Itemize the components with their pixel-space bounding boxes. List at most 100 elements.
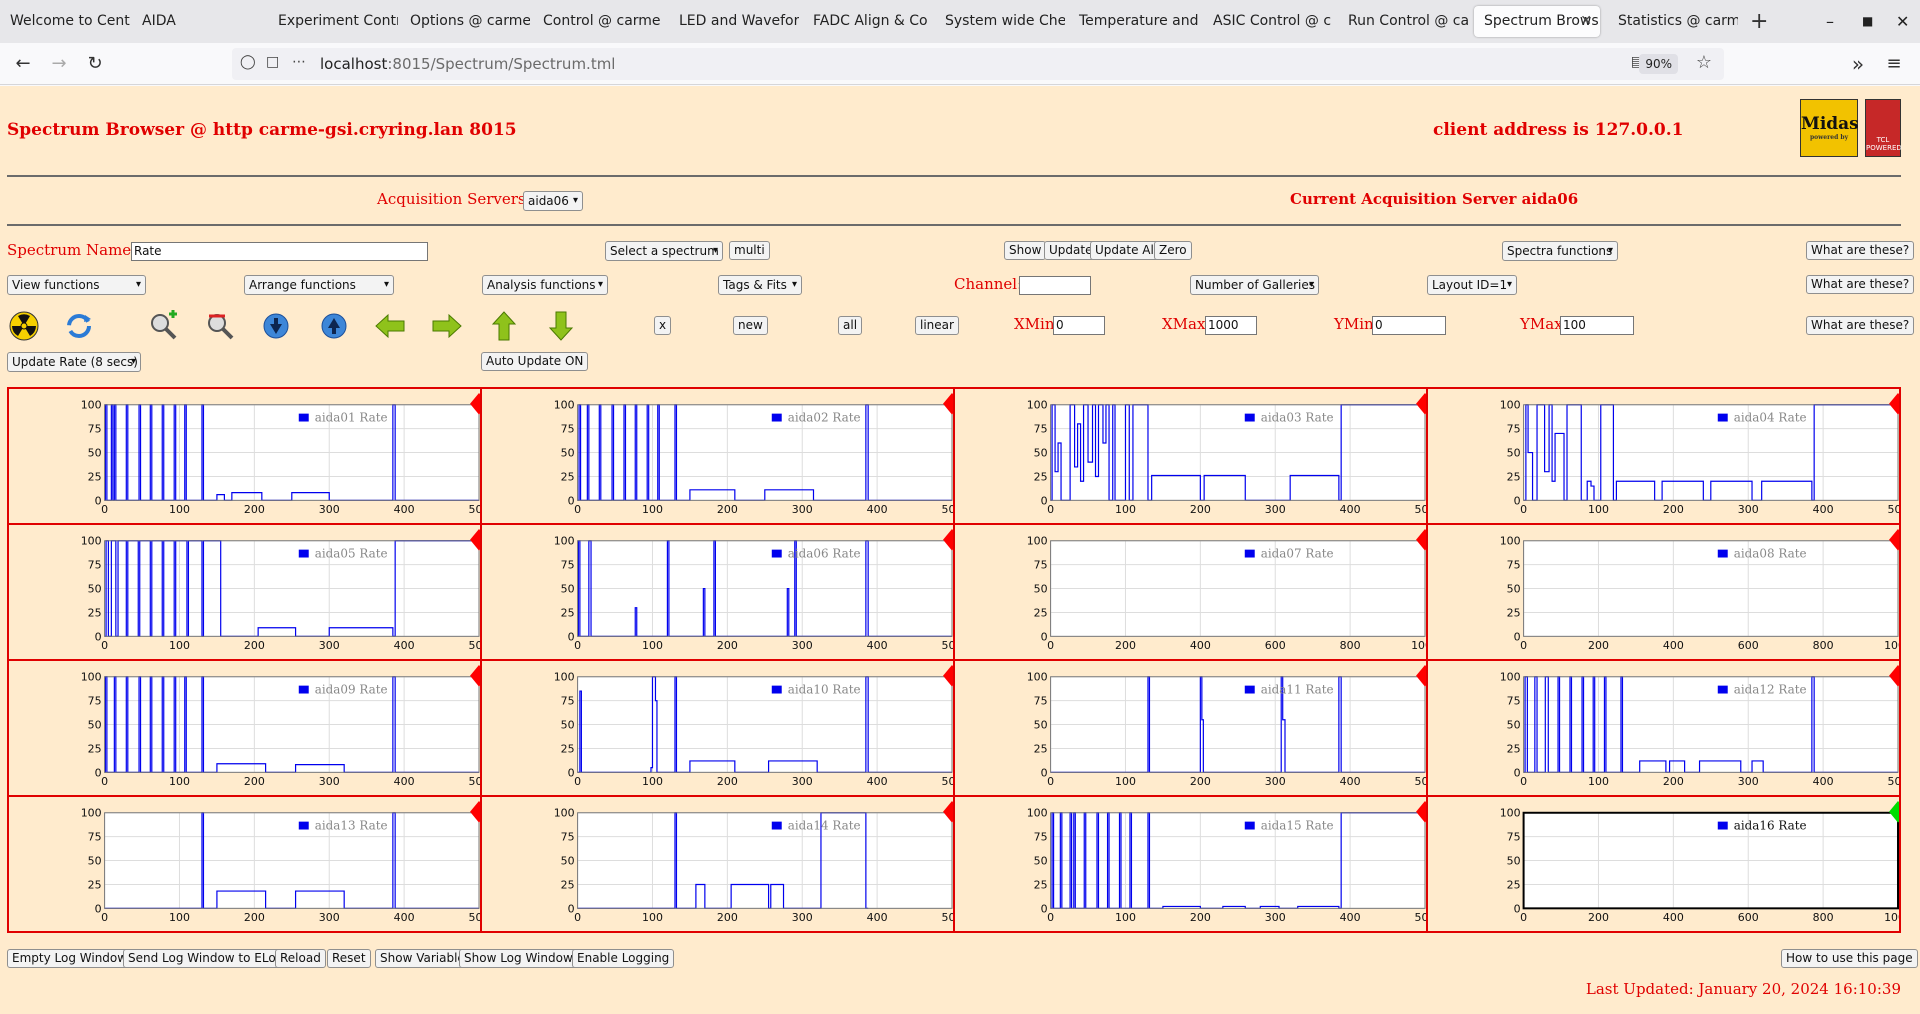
new-button[interactable]: new <box>733 316 768 335</box>
footer-button[interactable]: Reload <box>275 949 326 968</box>
layout-id-dropdown[interactable]: Layout ID=1 ▾ <box>1427 275 1517 295</box>
page-icon[interactable]: □ <box>266 54 280 70</box>
status-diamond-icon[interactable] <box>1889 664 1899 687</box>
all-button[interactable]: all <box>838 316 863 335</box>
footer-button[interactable]: Send Log Window to ELog <box>123 949 289 968</box>
new-tab-button[interactable]: + <box>1750 9 1769 34</box>
status-diamond-icon[interactable] <box>1889 392 1899 415</box>
footer-button[interactable]: Reset <box>327 949 371 968</box>
status-diamond-icon[interactable] <box>1416 664 1426 687</box>
shield-icon[interactable]: ◯ <box>240 54 256 70</box>
back-icon[interactable]: ← <box>15 53 31 74</box>
spectrum-cell[interactable]: 025507510002004006008001000aida08 Rate <box>1427 524 1900 660</box>
zero-button[interactable]: Zero <box>1154 241 1192 260</box>
what-are-these-button-2[interactable]: What are these? <box>1806 275 1915 294</box>
arrow-right-icon[interactable] <box>431 310 463 342</box>
zoom-out-icon[interactable] <box>204 310 236 342</box>
footer-button[interactable]: Enable Logging <box>572 949 675 968</box>
browser-tab[interactable]: Spectrum Brows ✕ <box>1474 6 1600 37</box>
xmax-input[interactable]: 1000 <box>1205 316 1257 335</box>
browser-tab[interactable]: FADC Align & Co <box>803 6 933 37</box>
spectrum-name-input[interactable]: Rate <box>131 242 428 261</box>
status-diamond-icon[interactable] <box>470 800 480 823</box>
browser-tab[interactable]: AIDA <box>132 6 262 37</box>
spectrum-cell[interactable]: 0 25 50 75 100 0 100 200 300 400 500 aida01 Rate <box>8 388 481 524</box>
scale-down-icon[interactable] <box>260 310 292 342</box>
app-menu-icon[interactable]: ≡ <box>1886 53 1902 74</box>
overflow-chevron-icon[interactable]: » <box>1851 52 1865 76</box>
acquisition-server-select[interactable]: aida06 ▾ <box>523 191 583 211</box>
x-button[interactable]: x <box>654 316 672 335</box>
zoom-in-icon[interactable] <box>147 310 179 342</box>
browser-tab[interactable]: Temperature and <box>1069 6 1199 37</box>
what-are-these-button-3[interactable]: What are these? <box>1806 316 1915 335</box>
radiation-icon[interactable] <box>8 310 40 342</box>
spectrum-cell[interactable]: 0 25 50 75 100 0 100 200 300 400 500 aida14 Rate <box>481 796 954 932</box>
status-diamond-icon[interactable] <box>943 664 953 687</box>
spectrum-cell[interactable]: 0 25 50 75 100 0 100 200 300 400 500 aida13 Rate <box>8 796 481 932</box>
url-bar[interactable]: ◯ □ ⋯ localhost:8015/Spectrum/Spectrum.t… <box>232 48 1724 80</box>
ymax-input[interactable]: 100 <box>1560 316 1634 335</box>
status-diamond-icon[interactable] <box>943 392 953 415</box>
arrow-down-icon[interactable] <box>545 310 577 342</box>
footer-button[interactable]: Show Log Window <box>459 949 578 968</box>
tags-fits-dropdown[interactable]: Tags & Fits ▾ <box>718 275 802 295</box>
forward-icon[interactable]: → <box>51 53 67 74</box>
what-are-these-button-1[interactable]: What are these? <box>1806 241 1915 260</box>
minimize-icon[interactable]: – <box>1826 12 1834 31</box>
spectra-functions-dropdown[interactable]: Spectra functions ▾ <box>1502 241 1618 261</box>
url-text[interactable]: localhost:8015/Spectrum/Spectrum.tml <box>320 55 615 73</box>
spectrum-cell[interactable]: 0 25 50 75 100 0 100 200 300 400 500 aida05 Rate <box>8 524 481 660</box>
footer-button[interactable]: Empty Log Window <box>7 949 133 968</box>
browser-tab[interactable]: System wide Che <box>935 6 1065 37</box>
update-all-button[interactable]: Update All <box>1090 241 1163 260</box>
browser-tab[interactable]: Control @ carme <box>533 6 663 37</box>
spectrum-cell[interactable]: 0 25 50 75 100 0 100 200 300 400 500 aida15 Rate <box>954 796 1427 932</box>
scale-up-icon[interactable] <box>318 310 350 342</box>
bookmark-star-icon[interactable]: ☆ <box>1695 52 1712 73</box>
spectrum-cell[interactable]: 0 25 50 75 100 0 100 200 300 400 500 aida04 Rate <box>1427 388 1900 524</box>
zoom-badge[interactable]: 90% <box>1639 54 1678 74</box>
browser-tab[interactable]: Experiment Contr <box>268 6 398 37</box>
spectrum-cell[interactable]: 025507510002004006008001000aida07 Rate <box>954 524 1427 660</box>
spectrum-cell[interactable]: 025507510002004006008001000aida16 Rate <box>1427 796 1900 932</box>
maximize-icon[interactable]: ■ <box>1862 14 1874 28</box>
arrange-functions-dropdown[interactable]: Arrange functions ▾ <box>244 275 394 295</box>
status-diamond-icon[interactable] <box>470 392 480 415</box>
number-of-galleries-dropdown[interactable]: Number of Galleries ▾ <box>1190 275 1319 295</box>
reload-icon[interactable]: ↻ <box>87 53 103 74</box>
spectrum-cell[interactable]: 0 25 50 75 100 0 100 200 300 400 500 aida11 Rate <box>954 660 1427 796</box>
arrow-up-icon[interactable] <box>488 310 520 342</box>
view-functions-dropdown[interactable]: View functions ▾ <box>7 275 146 295</box>
status-diamond-icon[interactable] <box>1889 800 1899 823</box>
spectrum-cell[interactable]: 0 25 50 75 100 0 100 200 300 400 500 aida02 Rate <box>481 388 954 524</box>
status-diamond-icon[interactable] <box>1416 528 1426 551</box>
close-window-icon[interactable]: ✕ <box>1896 12 1910 31</box>
channel-input[interactable] <box>1019 276 1091 295</box>
spectrum-cell[interactable]: 0 25 50 75 100 0 100 200 300 400 500 aida09 Rate <box>8 660 481 796</box>
refresh-icon[interactable] <box>63 310 95 342</box>
select-spectrum-dropdown[interactable]: Select a spectrum ▾ <box>605 241 723 261</box>
status-diamond-icon[interactable] <box>943 800 953 823</box>
browser-tab[interactable]: LED and Wavefor <box>669 6 799 37</box>
browser-tab[interactable]: Run Control @ ca <box>1338 6 1468 37</box>
analysis-functions-dropdown[interactable]: Analysis functions ▾ <box>482 275 608 295</box>
status-diamond-icon[interactable] <box>470 528 480 551</box>
update-rate-dropdown[interactable]: Update Rate (8 secs) ▾ <box>7 352 141 372</box>
spectrum-cell[interactable]: 0 25 50 75 100 0 100 200 300 400 500 aida06 Rate <box>481 524 954 660</box>
permissions-icon[interactable]: ⋯ <box>292 54 306 70</box>
xmin-input[interactable]: 0 <box>1053 316 1105 335</box>
close-tab-icon[interactable]: ✕ <box>1580 13 1592 29</box>
ymin-input[interactable]: 0 <box>1372 316 1446 335</box>
browser-tab[interactable]: ASIC Control @ c <box>1203 6 1333 37</box>
arrow-left-icon[interactable] <box>374 310 406 342</box>
spectrum-cell[interactable]: 0 25 50 75 100 0 100 200 300 400 500 aida03 Rate <box>954 388 1427 524</box>
show-button[interactable]: Show <box>1004 241 1047 260</box>
spectrum-cell[interactable]: 0 25 50 75 100 0 100 200 300 400 500 aida10 Rate <box>481 660 954 796</box>
browser-tab[interactable]: Statistics @ carm <box>1608 6 1738 37</box>
browser-tab[interactable]: Options @ carme <box>400 6 530 37</box>
how-to-use-button[interactable]: How to use this page <box>1781 949 1918 968</box>
status-diamond-icon[interactable] <box>943 528 953 551</box>
auto-update-button[interactable]: Auto Update ON <box>481 352 589 371</box>
status-diamond-icon[interactable] <box>1416 800 1426 823</box>
